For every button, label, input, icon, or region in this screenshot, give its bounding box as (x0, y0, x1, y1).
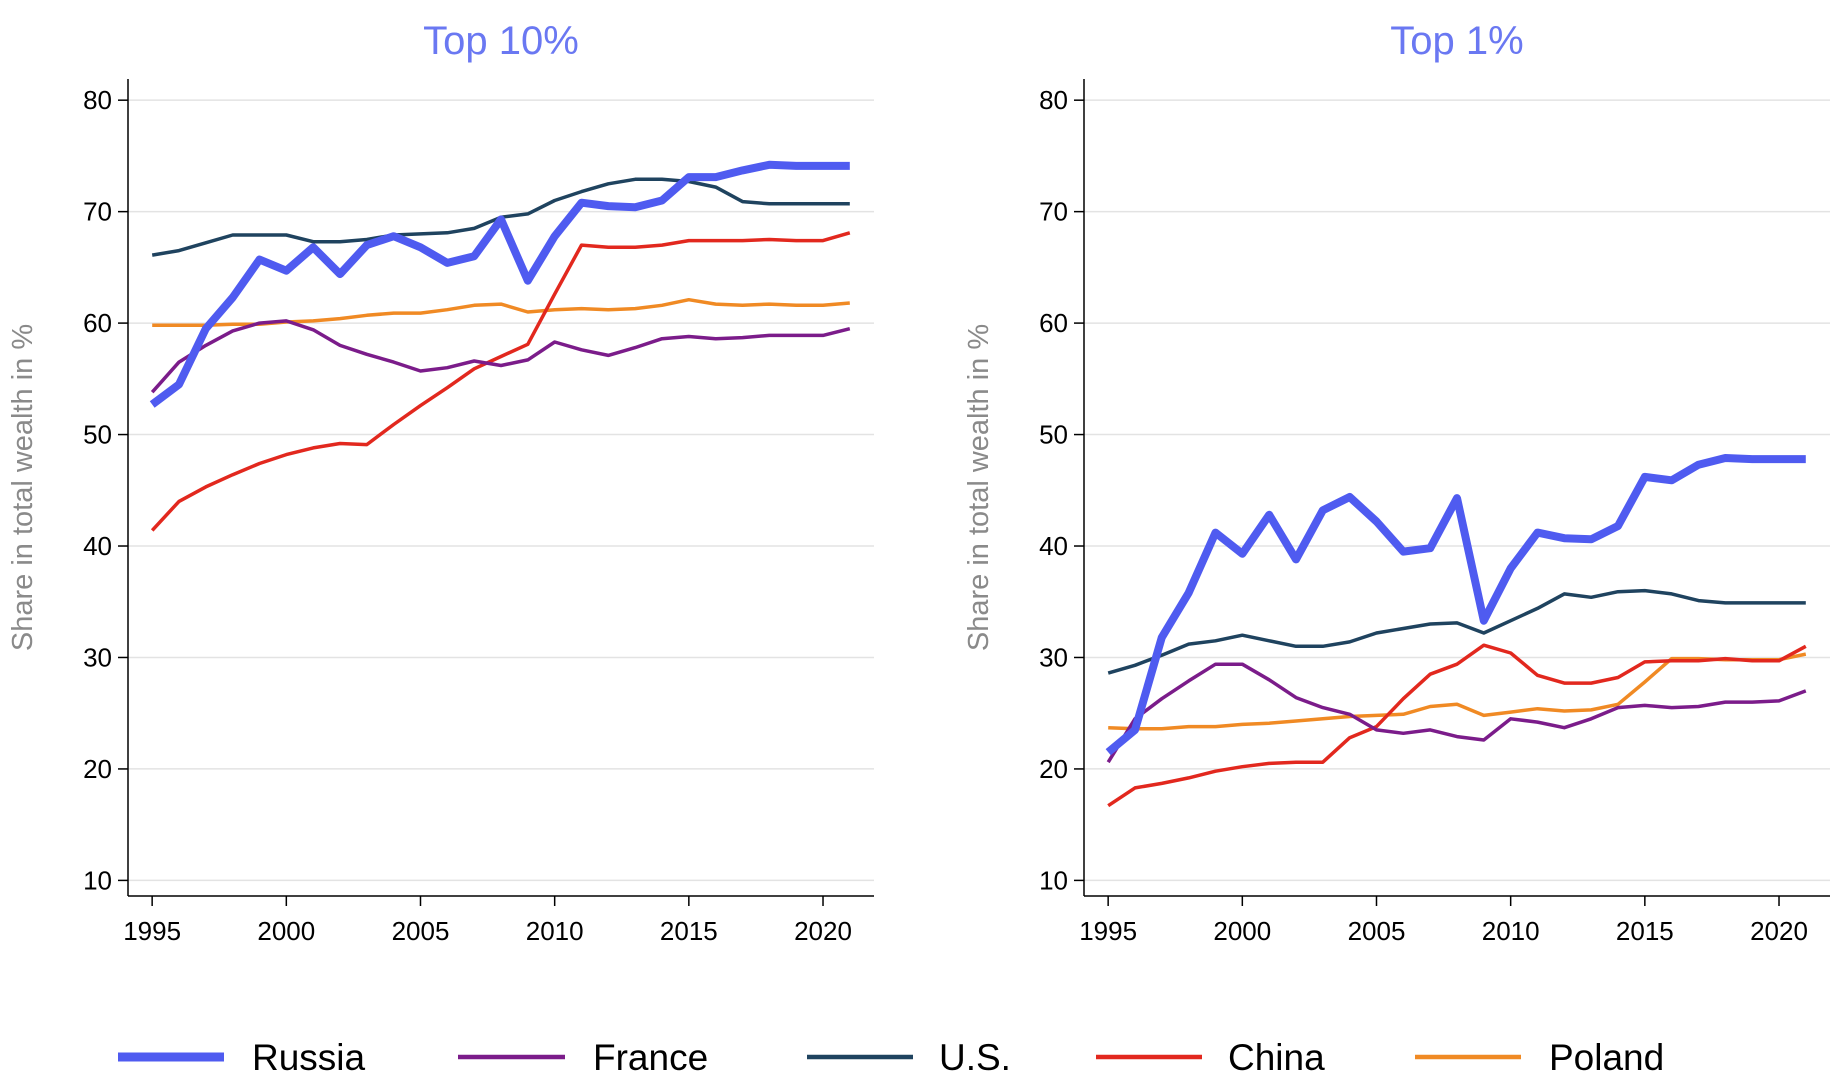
x-tick-label: 2000 (257, 916, 315, 946)
y-tick-label: 80 (1039, 85, 1068, 115)
x-tick-label: 1995 (1079, 916, 1137, 946)
chart-title: Top 1% (1390, 19, 1523, 63)
y-tick-label: 70 (1039, 197, 1068, 227)
y-axis-label: Share in total wealth in % (963, 324, 995, 651)
y-tick-label: 40 (83, 531, 112, 561)
x-tick-label: 2015 (660, 916, 718, 946)
y-tick-label: 60 (1039, 308, 1068, 338)
line-series (1106, 662, 1807, 764)
y-tick-label: 10 (1039, 865, 1068, 895)
x-tick-label: 1995 (123, 916, 181, 946)
line-series (1107, 588, 1806, 675)
x-tick-label: 2010 (526, 916, 584, 946)
y-tick-label: 20 (83, 754, 112, 784)
legend-label: China (1228, 1037, 1325, 1078)
chart-title: Top 10% (423, 19, 579, 63)
line-series (150, 231, 851, 532)
line-series (1108, 652, 1807, 731)
x-tick-label: 2015 (1616, 916, 1674, 946)
y-tick-label: 20 (1039, 754, 1068, 784)
line-series (1105, 454, 1806, 756)
x-tick-label: 2020 (794, 916, 852, 946)
x-tick-label: 2000 (1213, 916, 1271, 946)
y-tick-label: 60 (83, 308, 112, 338)
y-tick-label: 30 (1039, 642, 1068, 672)
legend-label: Russia (252, 1037, 366, 1078)
legend-label: U.S. (939, 1037, 1011, 1078)
line-series (150, 319, 851, 394)
line-series (1107, 643, 1807, 808)
x-tick-label: 2005 (392, 916, 450, 946)
line-series (152, 297, 850, 328)
x-tick-label: 2020 (1750, 916, 1808, 946)
legend-label: Poland (1549, 1037, 1664, 1078)
line-series (149, 160, 850, 408)
y-axis-label: Share in total wealth in % (7, 324, 39, 651)
y-tick-label: 30 (83, 642, 112, 672)
y-tick-label: 50 (1039, 420, 1068, 450)
y-tick-label: 10 (83, 865, 112, 895)
x-tick-label: 2010 (1482, 916, 1540, 946)
y-tick-label: 50 (83, 420, 112, 450)
y-tick-label: 80 (83, 85, 112, 115)
y-tick-label: 70 (83, 197, 112, 227)
legend-label: France (593, 1037, 708, 1078)
x-tick-label: 2005 (1348, 916, 1406, 946)
y-tick-label: 40 (1039, 531, 1068, 561)
